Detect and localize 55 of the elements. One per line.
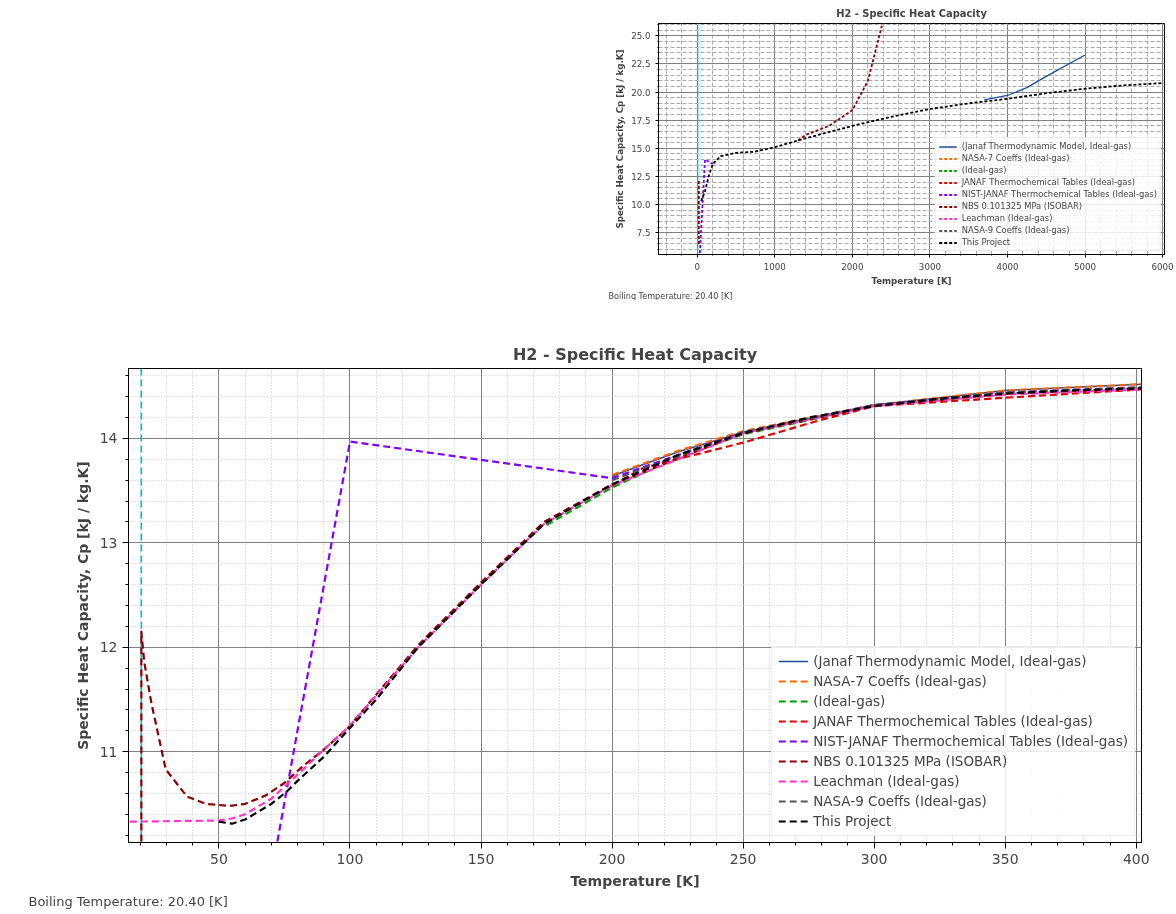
legend-label: Leachman (Ideal-gas) xyxy=(961,213,1053,223)
y-tick-label: 12.5 xyxy=(631,171,651,182)
legend-label: NIST-JANAF Thermochemical Tables (Ideal-gas) xyxy=(961,189,1157,199)
legend-label: NASA-7 Coeffs (Ideal-gas) xyxy=(813,673,987,689)
chart-title: H2 - Specific Heat Capacity xyxy=(512,344,758,364)
legend-label: NASA-9 Coeffs (Ideal-gas) xyxy=(813,793,987,809)
y-tick-label: 10.0 xyxy=(631,200,651,211)
y-tick-label: 17.5 xyxy=(631,115,651,126)
legend-label: NASA-7 Coeffs (Ideal-gas) xyxy=(961,153,1070,163)
legend-label: (Ideal-gas) xyxy=(813,693,886,709)
x-axis-title: Temperature [K] xyxy=(570,872,700,889)
x-tick-label: 50 xyxy=(210,850,228,867)
legend-label: JANAF Thermochemical Tables (Ideal-gas) xyxy=(813,713,1093,729)
x-tick-label: 0 xyxy=(694,261,701,272)
x-tick-label: 150 xyxy=(467,850,495,867)
x-tick-label: 200 xyxy=(598,850,626,867)
legend-label: (Janaf Thermodynamic Model, Ideal-gas) xyxy=(961,141,1132,151)
y-tick-label: 22.5 xyxy=(631,59,651,70)
line-series xyxy=(983,54,1086,101)
line-series xyxy=(700,82,1164,203)
chart-title: H2 - Specific Heat Capacity xyxy=(836,7,988,19)
y-tick-label: 7.5 xyxy=(636,228,651,239)
legend-label: JANAF Thermochemical Tables (Ideal-gas) xyxy=(961,177,1136,187)
x-tick-label: 3000 xyxy=(918,261,941,272)
y-tick-label: 15.0 xyxy=(631,143,651,154)
x-tick-label: 6000 xyxy=(1151,261,1174,272)
legend-label: (Ideal-gas) xyxy=(961,165,1007,175)
y-tick-label: 14 xyxy=(99,430,118,447)
y-tick-label: 25.0 xyxy=(631,31,651,42)
x-tick-label: 2000 xyxy=(841,261,864,272)
y-axis-title: Specific Heat Capacity, Cp [kJ / kg.K] xyxy=(615,49,626,229)
text: Boiling Temperature: 20.40 [K] xyxy=(608,290,733,301)
x-tick-label: 5000 xyxy=(1073,261,1097,272)
legend-label: NBS 0.101325 MPa (ISOBAR) xyxy=(961,201,1083,211)
text: Boiling Temperature: 20.40 [K] xyxy=(28,893,228,909)
legend-label: NIST-JANAF Thermochemical Tables (Ideal-gas) xyxy=(813,733,1128,749)
x-tick-label: 350 xyxy=(991,850,1019,867)
y-tick-label: 13 xyxy=(99,534,118,551)
x-tick-label: 250 xyxy=(729,850,757,867)
legend-label: (Janaf Thermodynamic Model, Ideal-gas) xyxy=(813,653,1087,669)
legend-label: This Project xyxy=(813,813,892,829)
x-axis-title: Temperature [K] xyxy=(871,275,952,286)
x-tick-label: 100 xyxy=(336,850,364,867)
y-axis-title: Specific Heat Capacity, Cp [kJ / kg.K] xyxy=(74,461,91,750)
legend-label: Leachman (Ideal-gas) xyxy=(813,773,960,789)
y-tick-label: 20.0 xyxy=(631,87,651,98)
x-tick-label: 400 xyxy=(1122,850,1150,867)
y-tick-label: 12 xyxy=(99,639,118,656)
y-tick-label: 11 xyxy=(99,743,118,760)
legend-label: This Project xyxy=(961,237,1011,247)
x-tick-label: 4000 xyxy=(996,261,1019,272)
x-tick-label: 1000 xyxy=(763,261,786,272)
legend-label: NBS 0.101325 MPa (ISOBAR) xyxy=(813,753,1008,769)
legend-label: NASA-9 Coeffs (Ideal-gas) xyxy=(961,225,1070,235)
x-tick-label: 300 xyxy=(860,850,888,867)
